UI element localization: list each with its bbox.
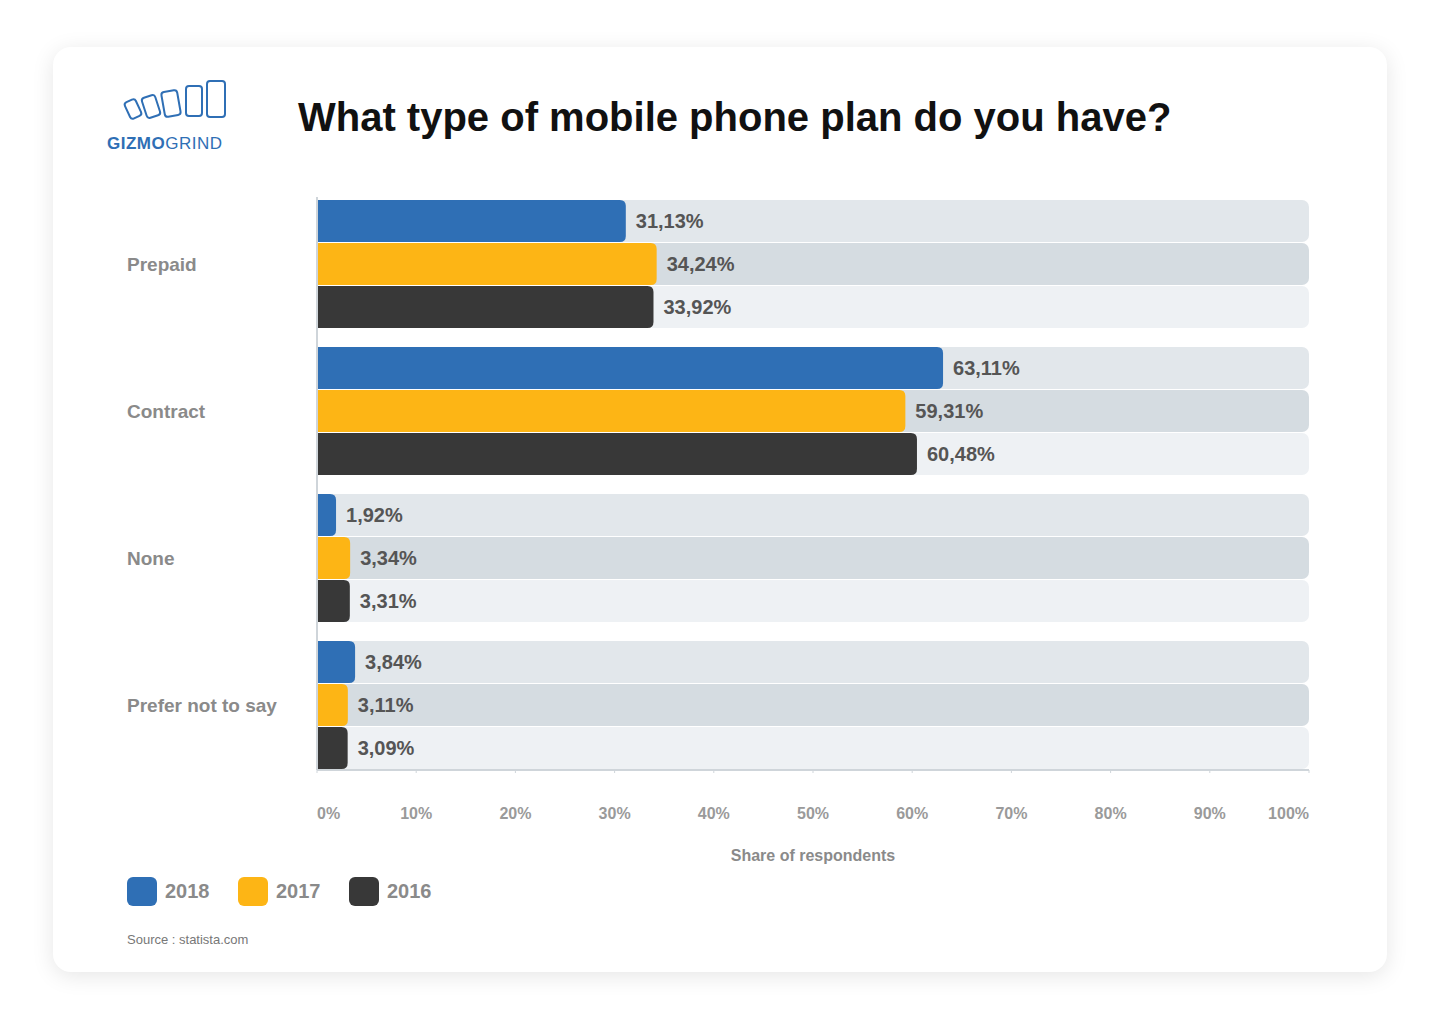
data-label: 60,48% <box>927 443 995 465</box>
bar <box>317 727 348 769</box>
category-label: Prepaid <box>127 254 197 275</box>
data-label: 34,24% <box>667 253 735 275</box>
data-label: 3,11% <box>358 694 414 716</box>
row-background <box>317 641 1309 683</box>
data-label: 33,92% <box>663 296 731 318</box>
x-tick <box>1110 770 1111 773</box>
bars <box>317 200 943 769</box>
x-tick-label: 30% <box>599 805 631 822</box>
x-tick <box>912 770 913 773</box>
row-background <box>317 537 1309 579</box>
bar <box>317 537 350 579</box>
data-label: 1,92% <box>346 504 403 526</box>
x-tick-label: 20% <box>499 805 531 822</box>
x-tick-label: 60% <box>896 805 928 822</box>
bar <box>317 200 626 242</box>
logo: GIZMOGRIND <box>107 81 225 153</box>
row-backgrounds <box>317 200 1309 769</box>
source: Source : statista.com <box>127 932 248 947</box>
data-label: 31,13% <box>636 210 704 232</box>
category-label: Contract <box>127 401 206 422</box>
x-tick-label: 50% <box>797 805 829 822</box>
bar <box>317 684 348 726</box>
logo-phone <box>186 86 202 116</box>
y-axis-line <box>316 197 318 770</box>
legend-swatch <box>238 877 268 906</box>
data-label: 3,09% <box>358 737 415 759</box>
row-background <box>317 390 1309 432</box>
x-tick-label: 100% <box>1268 805 1309 822</box>
x-tick <box>1309 770 1310 773</box>
page: {"header": {"logo": {"strong": "GIZMO", … <box>0 0 1440 1024</box>
bar <box>317 347 943 389</box>
row-background <box>317 286 1309 328</box>
legend: 2018 2017 2016 <box>127 877 432 906</box>
legend-label: 2018 <box>165 880 210 902</box>
row-background <box>317 684 1309 726</box>
x-tick-label: 0% <box>317 805 340 822</box>
logo-phone <box>161 90 181 117</box>
x-tick-label: 10% <box>400 805 432 822</box>
row-background <box>317 580 1309 622</box>
bar <box>317 243 657 285</box>
chart: GIZMOGRIND What type of mobile phone plan… <box>0 0 1440 1024</box>
x-tick-label: 70% <box>995 805 1027 822</box>
data-label: 3,84% <box>365 651 422 673</box>
bar <box>317 494 336 536</box>
x-tick <box>317 770 318 773</box>
x-axis-label: Share of respondents <box>731 847 896 864</box>
legend-label: 2016 <box>387 880 432 902</box>
legend-label: 2017 <box>276 880 321 902</box>
x-tick <box>515 770 516 773</box>
bar <box>317 433 917 475</box>
bar <box>317 286 653 328</box>
logo-phone <box>124 98 142 119</box>
row-background <box>317 243 1309 285</box>
x-tick <box>614 770 615 773</box>
bar <box>317 390 905 432</box>
x-tick <box>1209 770 1210 773</box>
data-labels: 31,13% 63,11% 1,92% 3,84% 34,24% 59,31% 3,34% 3… <box>346 210 1020 759</box>
row-background <box>317 433 1309 475</box>
x-tick <box>813 770 814 773</box>
bar <box>317 580 350 622</box>
title: What type of mobile phone plan do you ha… <box>298 95 1171 139</box>
legend-swatch <box>127 877 157 906</box>
logo-phone <box>207 81 225 117</box>
data-label: 59,31% <box>915 400 983 422</box>
logo-phone <box>141 94 161 118</box>
data-label: 63,11% <box>953 357 1020 379</box>
logo-strong: GIZMO <box>107 134 165 153</box>
x-tick-label: 40% <box>698 805 730 822</box>
row-background <box>317 727 1309 769</box>
logo-text: GIZMOGRIND <box>107 134 223 153</box>
data-label: 3,34% <box>360 547 417 569</box>
row-background <box>317 347 1309 389</box>
x-tick-label: 90% <box>1194 805 1226 822</box>
logo-light: GRIND <box>165 134 222 153</box>
x-tick <box>713 770 714 773</box>
category-label: Prefer not to say <box>127 695 277 716</box>
legend-swatch <box>349 877 379 906</box>
x-tick <box>416 770 417 773</box>
x-tick <box>1011 770 1012 773</box>
category-label: None <box>127 548 175 569</box>
bar <box>317 641 355 683</box>
x-tick-label: 80% <box>1095 805 1127 822</box>
row-background <box>317 494 1309 536</box>
data-label: 3,31% <box>360 590 417 612</box>
row-background <box>317 200 1309 242</box>
